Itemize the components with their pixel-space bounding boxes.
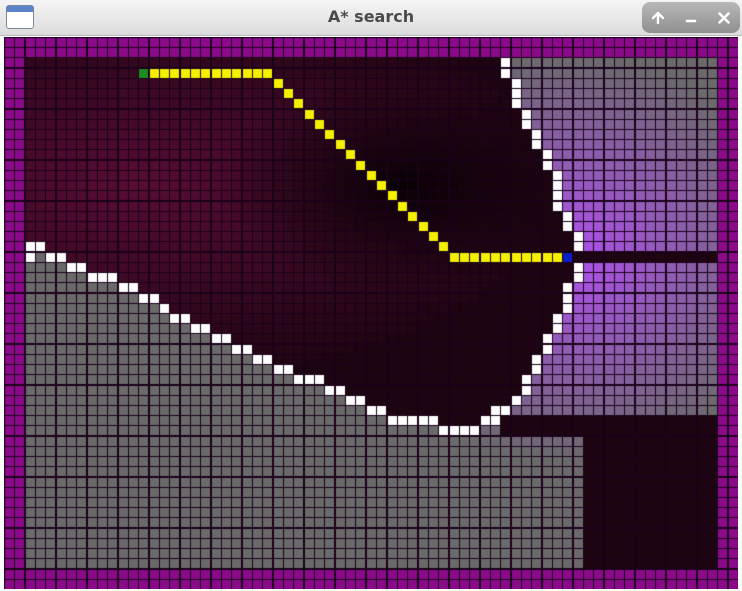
window-controls — [642, 2, 740, 33]
close-icon[interactable] — [711, 5, 737, 31]
search-grid[interactable] — [4, 37, 738, 589]
search-canvas-area — [4, 37, 738, 589]
app-window-icon[interactable] — [6, 5, 34, 29]
minimize-icon[interactable] — [678, 5, 704, 31]
window-title: A* search — [327, 7, 415, 26]
title-bar[interactable]: A* search — [0, 0, 742, 36]
maximize-icon[interactable] — [645, 5, 671, 31]
